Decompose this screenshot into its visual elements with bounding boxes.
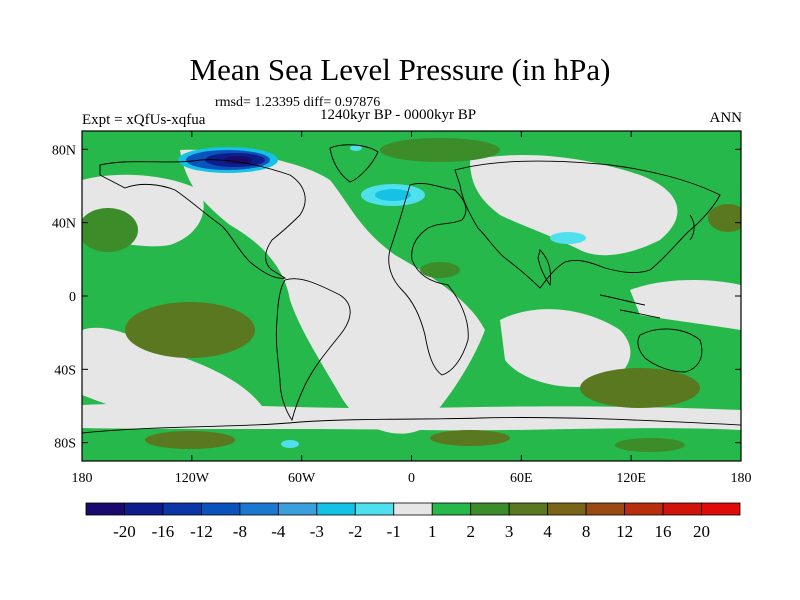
field-high-north-pacific (82, 208, 138, 252)
colorbar-level-label: 16 (655, 522, 672, 541)
colorbar-level-label: -4 (271, 522, 286, 541)
coast-indonesia (599, 294, 661, 319)
coast-asia (454, 160, 721, 289)
colorbar-swatch (701, 502, 741, 516)
field-high-antarctic-c (615, 438, 685, 452)
colorbar-level-label: -2 (348, 522, 362, 541)
y-tick-label: 0 (69, 290, 76, 305)
stats-label: rmsd= 1.23395 diff= 0.97876 (215, 95, 381, 110)
y-tick-label: 80N (52, 143, 76, 158)
colorbar-swatch (354, 502, 395, 516)
colorbar-level-label: -3 (310, 522, 324, 541)
field-low-north-atlantic-core (375, 189, 411, 201)
colorbar-level-label: 8 (582, 522, 591, 541)
field-neutral-south-pacific (82, 327, 270, 426)
colorbar-swatch (316, 502, 356, 516)
axis-ticks: 180 120W 60W 0 60E 120E 180 80N 40N 0 40S 80S (52, 131, 752, 486)
colorbar-swatch (508, 502, 549, 516)
colorbar-swatch (162, 502, 202, 516)
colorbar-level-label: -16 (152, 522, 175, 541)
field-high-arctic-east (380, 138, 500, 162)
coast-australia (637, 328, 703, 373)
field-neutral-eurasia (470, 155, 678, 256)
field-high-antarctic-a (145, 431, 235, 449)
colorbar-level-label: 12 (616, 522, 633, 541)
x-tick-label: 180 (731, 471, 752, 486)
coast-greenland (329, 144, 379, 183)
x-tick-label: 60W (288, 471, 316, 486)
colorbar-swatch (239, 502, 279, 516)
field-high-south-atlantic (420, 262, 460, 278)
field-high-west-pacific (708, 204, 741, 232)
colorbar-swatch (85, 502, 125, 516)
coast-antarctica (82, 417, 741, 434)
coast-europe-africa (388, 182, 469, 376)
colorbar-level-label: 2 (466, 522, 475, 541)
coast-north-america (99, 159, 306, 279)
colorbar-swatch (393, 502, 433, 516)
colorbar-level-label: 1 (428, 522, 437, 541)
colorbar-level-label: -8 (233, 522, 247, 541)
coast-india (537, 249, 551, 287)
colorbar-swatch (470, 502, 510, 516)
field-neutral-southern (82, 403, 741, 431)
field-neutral-indian (500, 309, 631, 388)
coast-south-america (275, 278, 351, 422)
colorbar-swatch (201, 502, 241, 516)
field-low-tibet (550, 232, 586, 244)
colorbar-level-label: 4 (543, 522, 552, 541)
colorbar-swatch (624, 502, 664, 516)
colorbar-swatch (547, 502, 587, 516)
field-high-south-pacific (125, 302, 255, 358)
x-tick-label: 120E (616, 471, 646, 486)
colorbar-level-label: 3 (505, 522, 514, 541)
colorbar: -20 -16 -12 -8 -4 -3 -2 -1 1 2 3 4 8 12 16 20 (85, 502, 741, 541)
colorbar-swatch (431, 502, 472, 516)
x-tick-label: 180 (72, 471, 93, 486)
x-tick-label: 120W (175, 471, 210, 486)
field-high-antarctic-b (430, 430, 510, 446)
y-tick-label: 40N (52, 217, 76, 232)
colorbar-swatch (277, 502, 318, 516)
colorbar-level-label: -12 (190, 522, 213, 541)
experiment-label: Expt = xQfUs-xqfua (82, 112, 206, 128)
field-high-southern-indian (580, 368, 700, 408)
map-field (82, 131, 741, 461)
colorbar-level-label: -1 (387, 522, 401, 541)
x-tick-label: 60E (510, 471, 533, 486)
field-low-south-atlantic (281, 440, 299, 448)
colorbar-level-label: -20 (113, 522, 136, 541)
colorbar-swatch (585, 502, 625, 516)
field-low-greenland (350, 145, 362, 151)
colorbar-swatch (662, 502, 702, 516)
y-tick-label: 40S (54, 363, 76, 378)
period-label: 1240kyr BP - 0000kyr BP (320, 107, 477, 123)
field-low-arctic-strong (224, 156, 252, 164)
coastlines (82, 144, 741, 434)
coast-japan (689, 214, 695, 241)
chart-title: Mean Sea Level Pressure (in hPa) (189, 52, 611, 87)
x-tick-label: 0 (408, 471, 415, 486)
season-label: ANN (709, 110, 743, 126)
colorbar-swatch (124, 502, 164, 516)
colorbar-level-label: 20 (693, 522, 710, 541)
y-tick-label: 80S (54, 437, 76, 452)
